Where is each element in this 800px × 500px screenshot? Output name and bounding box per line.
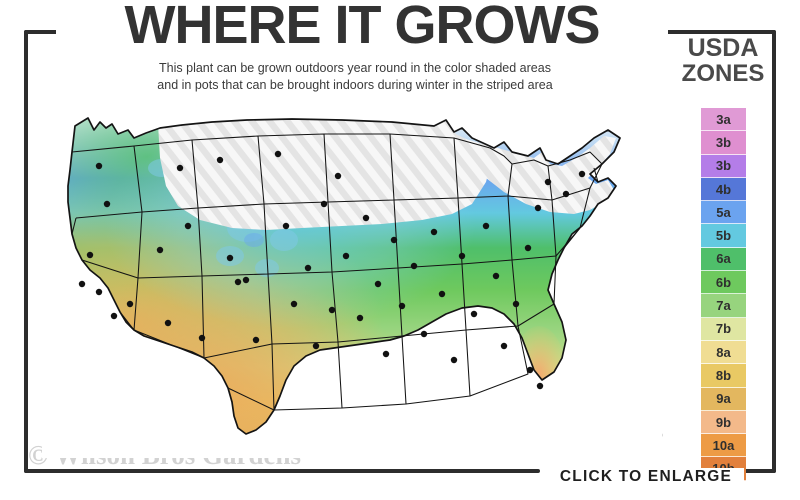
- frame-border-bottom-left: [24, 469, 540, 473]
- frame-border-right: [772, 30, 776, 473]
- usda-zone-legend: 3a3b3b4b5a5b6a6b7a7b8a8b9a9b10a10b: [701, 108, 746, 481]
- page-title: WHERE IT GROWS: [56, 0, 668, 54]
- legend-swatch-5b: 5b: [701, 224, 746, 248]
- legend-swatch-label: 10a: [712, 437, 735, 453]
- legend-swatch-6b: 6b: [701, 271, 746, 295]
- page-subtitle: This plant can be grown outdoors year ro…: [45, 60, 665, 94]
- city-dots: [78, 150, 586, 390]
- legend-swatch-4b: 4b: [701, 177, 746, 202]
- legend-swatch-9b: 9b: [701, 410, 746, 435]
- legend-swatch-7b: 7b: [701, 317, 746, 341]
- legend-swatch-label: 4b: [715, 181, 732, 197]
- legend-swatch-label: 8a: [716, 344, 731, 360]
- legend-swatch-label: 5b: [715, 228, 732, 244]
- legend-swatch-label: 5a: [716, 204, 731, 220]
- legend-swatch-3a: 3a: [701, 108, 746, 132]
- legend-swatch-8a: 8a: [701, 340, 746, 365]
- legend-swatch-label: 7a: [716, 298, 731, 314]
- legend-swatch-6a: 6a: [701, 247, 746, 272]
- legend-swatch-10a: 10a: [701, 434, 746, 458]
- frame-border-top-left: [24, 30, 58, 34]
- frame-border-bottom-right: [744, 469, 776, 473]
- subtitle-line-2: and in pots that can be brought indoors …: [157, 78, 553, 92]
- subtitle-line-1: This plant can be grown outdoors year ro…: [159, 61, 551, 75]
- legend-swatch-label: 6b: [715, 274, 732, 290]
- legend-swatch-label: 6a: [716, 251, 731, 267]
- legend-swatch-label: 8b: [715, 367, 732, 383]
- legend-swatch-label: 3b: [715, 134, 732, 150]
- legend-swatch-3b: 3b: [701, 131, 746, 155]
- legend-swatch-7a: 7a: [701, 294, 746, 318]
- legend-swatch-8b: 8b: [701, 364, 746, 388]
- frame-border-left: [24, 30, 28, 473]
- legend-swatch-9a: 9a: [701, 387, 746, 411]
- frame-border-top-right: [666, 30, 776, 34]
- legend-swatch-3b: 3b: [701, 154, 746, 178]
- legend-swatch-5a: 5a: [701, 201, 746, 225]
- legend-swatch-label: 7b: [715, 321, 732, 337]
- legend-heading: USDA ZONES: [668, 34, 778, 87]
- legend-heading-line-2: ZONES: [681, 60, 765, 87]
- legend-swatch-label: 3a: [716, 111, 731, 127]
- legend-heading-line-1: USDA: [687, 34, 759, 62]
- legend-swatch-label: 3b: [715, 158, 732, 174]
- click-to-enlarge-label[interactable]: CLICK TO ENLARGE: [548, 468, 744, 486]
- legend-swatch-label: 9b: [715, 414, 732, 430]
- legend-swatch-label: 9a: [716, 391, 731, 407]
- usda-hardiness-zone-map[interactable]: [42, 108, 662, 458]
